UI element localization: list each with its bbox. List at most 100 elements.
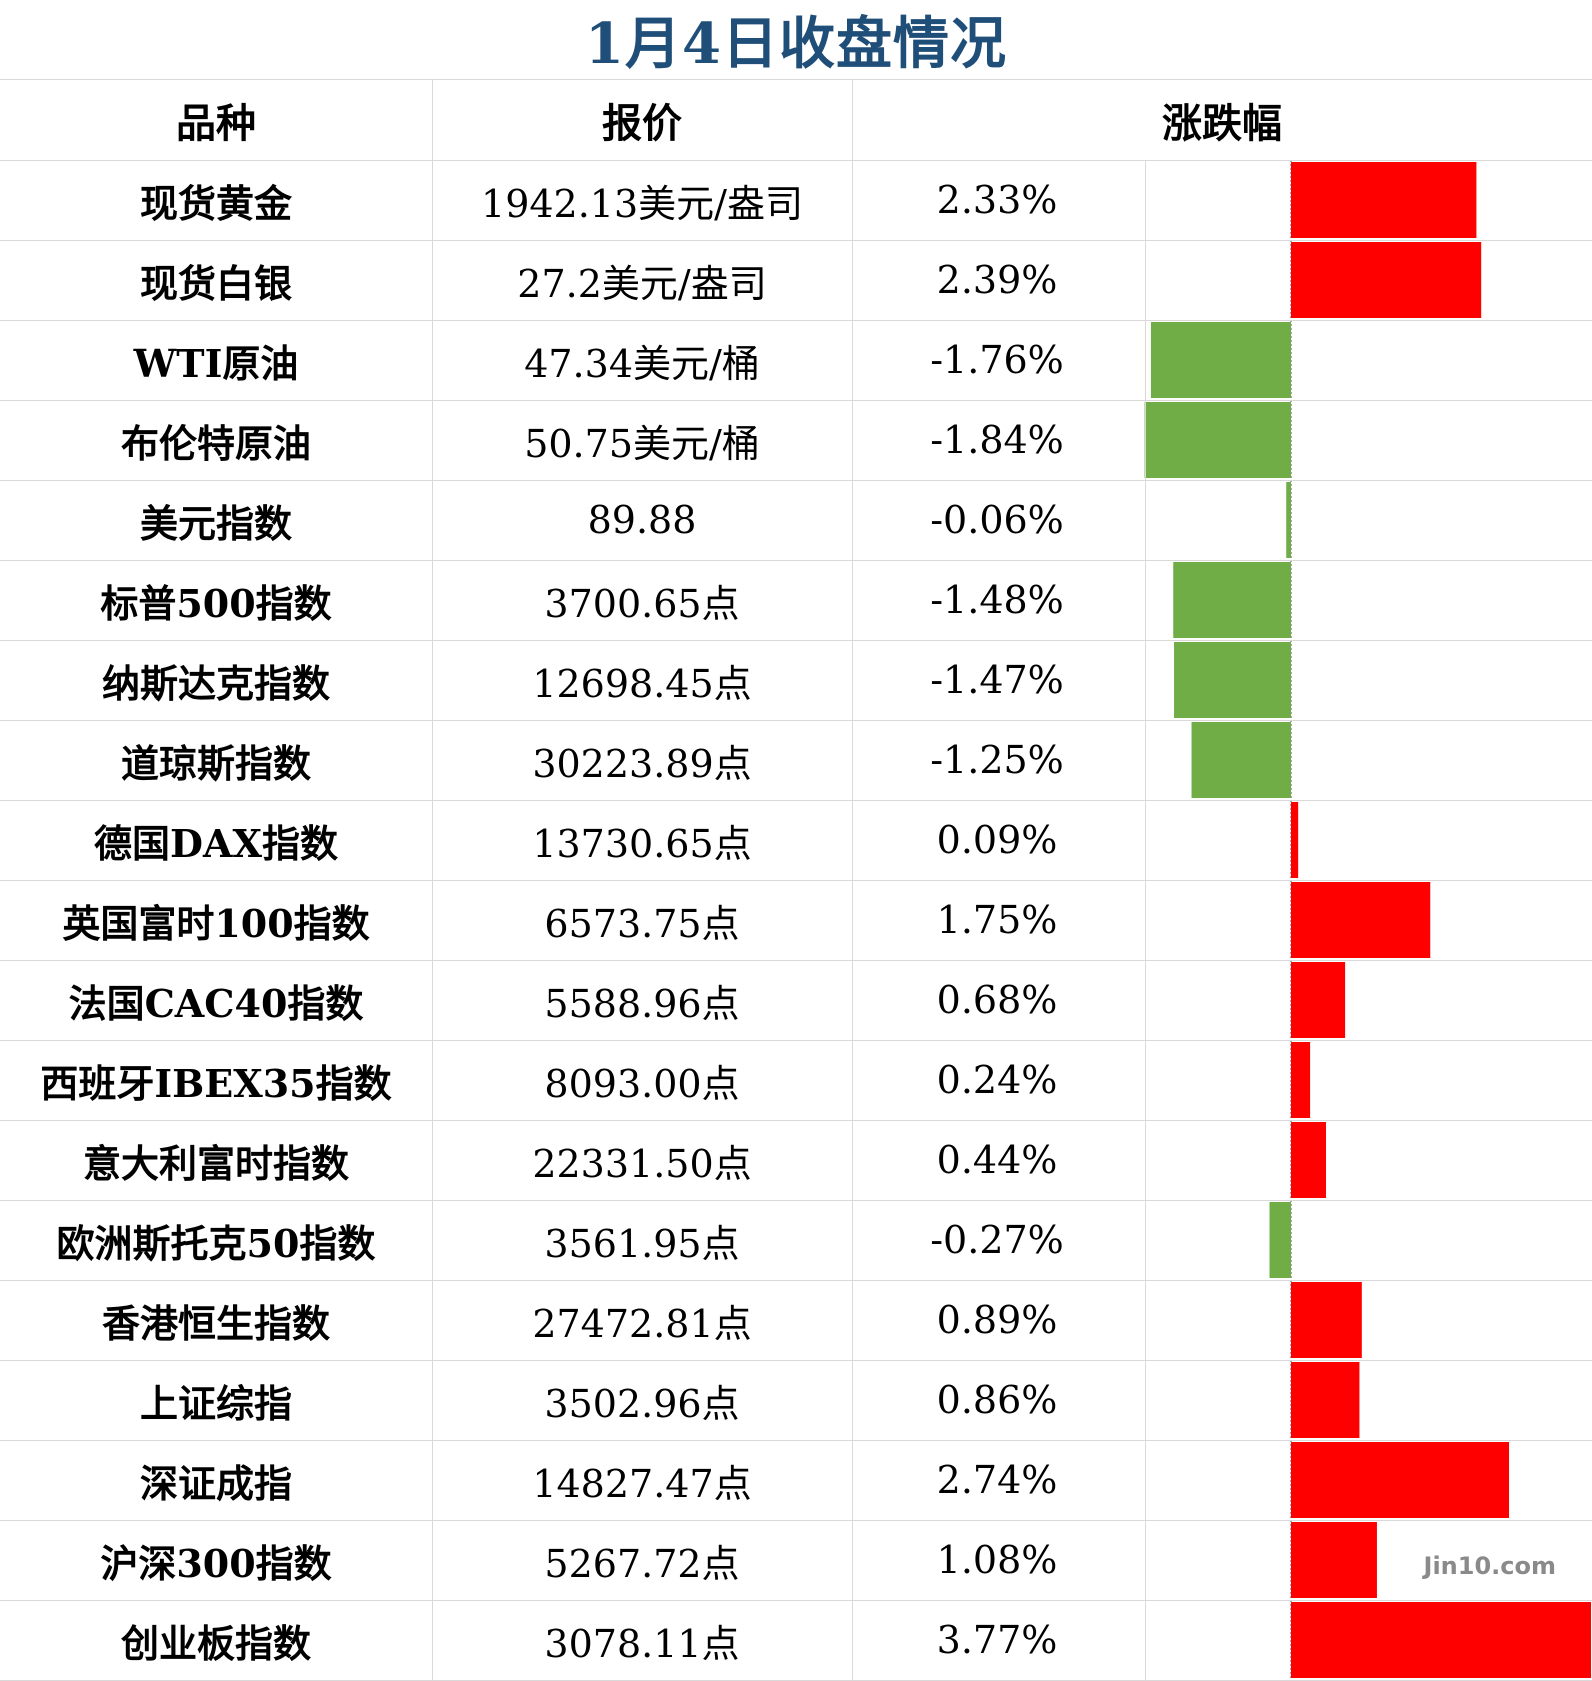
row-divider [0, 960, 1592, 961]
row-change: 0.09% [936, 818, 1058, 862]
row-price: 5588.96点 [544, 981, 740, 1026]
row-name: 纳斯达克指数 [101, 660, 330, 706]
change-bar [1269, 1202, 1291, 1278]
row-change: 0.68% [936, 978, 1058, 1022]
change-bar [1291, 162, 1477, 238]
row-divider [0, 1600, 1592, 1601]
row-divider [0, 480, 1592, 481]
row-price: 14827.47点 [532, 1461, 752, 1506]
row-divider [0, 720, 1592, 721]
change-bar [1174, 642, 1291, 718]
change-bar [1286, 482, 1291, 558]
column-divider [1145, 160, 1146, 1681]
row-change: 0.89% [936, 1298, 1058, 1342]
row-change: -1.76% [930, 338, 1064, 382]
row-divider [0, 1360, 1592, 1361]
row-price: 30223.89点 [532, 741, 752, 786]
header-price: 报价 [602, 100, 682, 147]
row-price: 1942.13美元/盎司 [481, 181, 803, 226]
watermark: Jin10.com [1423, 1552, 1556, 1580]
column-divider [432, 80, 433, 1681]
row-change: 0.86% [936, 1378, 1058, 1422]
row-divider [0, 1280, 1592, 1281]
row-price: 22331.50点 [532, 1141, 752, 1186]
row-change: -1.25% [930, 738, 1064, 782]
row-change: 2.33% [936, 178, 1058, 222]
change-bar [1291, 802, 1299, 878]
row-price: 47.34美元/桶 [524, 341, 760, 386]
change-bar [1291, 1362, 1360, 1438]
header-name: 品种 [176, 100, 256, 147]
change-bar [1291, 882, 1431, 958]
row-divider [0, 1120, 1592, 1121]
row-price: 27.2美元/盎司 [517, 261, 767, 306]
row-name: 沪深300指数 [100, 1540, 332, 1586]
row-price: 5267.72点 [544, 1541, 740, 1586]
row-name: 上证综指 [139, 1380, 292, 1426]
change-bar [1144, 402, 1291, 478]
row-divider [0, 1520, 1592, 1521]
row-divider [0, 320, 1592, 321]
row-name: WTI原油 [133, 340, 299, 386]
row-name: 现货黄金 [139, 180, 292, 226]
column-divider [852, 80, 853, 1681]
row-divider [0, 560, 1592, 561]
change-bar [1291, 1522, 1377, 1598]
change-bar [1291, 1602, 1591, 1678]
row-name: 西班牙IBEX35指数 [40, 1060, 392, 1106]
row-change: 1.75% [936, 898, 1058, 942]
header-change: 涨跌幅 [1162, 100, 1282, 147]
row-change: -1.47% [930, 658, 1064, 702]
row-price: 8093.00点 [544, 1061, 740, 1106]
row-price: 3561.95点 [544, 1221, 740, 1266]
row-divider [0, 1440, 1592, 1441]
row-divider [0, 400, 1592, 401]
page-title: 1月4日收盘情况 [0, 0, 1592, 80]
row-divider [0, 800, 1592, 801]
row-change: 2.39% [936, 258, 1058, 302]
row-divider [0, 1040, 1592, 1041]
row-name: 现货白银 [139, 260, 292, 306]
row-name: 布伦特原油 [120, 420, 311, 466]
row-change: -0.27% [930, 1218, 1064, 1262]
row-change: 1.08% [936, 1538, 1058, 1582]
change-bar [1291, 1282, 1362, 1358]
row-price: 50.75美元/桶 [524, 421, 760, 466]
row-name: 法国CAC40指数 [68, 980, 364, 1026]
row-price: 3502.96点 [544, 1381, 740, 1426]
change-bar [1291, 1042, 1311, 1118]
row-divider [0, 880, 1592, 881]
row-name: 美元指数 [139, 500, 292, 546]
row-price: 6573.75点 [544, 901, 740, 946]
row-change: 0.44% [936, 1138, 1058, 1182]
change-bar [1291, 1122, 1327, 1198]
change-bar [1291, 962, 1346, 1038]
row-change: 2.74% [936, 1458, 1058, 1502]
row-price: 12698.45点 [532, 661, 752, 706]
row-divider [0, 240, 1592, 241]
row-divider [0, 1200, 1592, 1201]
change-bar [1291, 242, 1482, 318]
change-bar [1173, 562, 1291, 638]
row-name: 创业板指数 [120, 1620, 311, 1666]
row-price: 27472.81点 [532, 1301, 752, 1346]
row-name: 香港恒生指数 [101, 1300, 330, 1346]
row-divider [0, 160, 1592, 161]
row-change: 3.77% [936, 1618, 1058, 1662]
change-bar [1291, 1442, 1510, 1518]
row-name: 德国DAX指数 [94, 820, 338, 866]
row-name: 英国富时100指数 [62, 900, 370, 946]
row-change: -1.48% [930, 578, 1064, 622]
row-name: 道琼斯指数 [120, 740, 311, 786]
row-price: 3700.65点 [544, 581, 740, 626]
row-change: 0.24% [936, 1058, 1058, 1102]
row-divider [0, 640, 1592, 641]
row-price: 89.88 [587, 498, 697, 542]
row-price: 13730.65点 [532, 821, 752, 866]
change-bar [1150, 322, 1291, 398]
row-name: 深证成指 [139, 1460, 292, 1506]
row-change: -1.84% [930, 418, 1064, 462]
row-name: 意大利富时指数 [82, 1140, 349, 1186]
